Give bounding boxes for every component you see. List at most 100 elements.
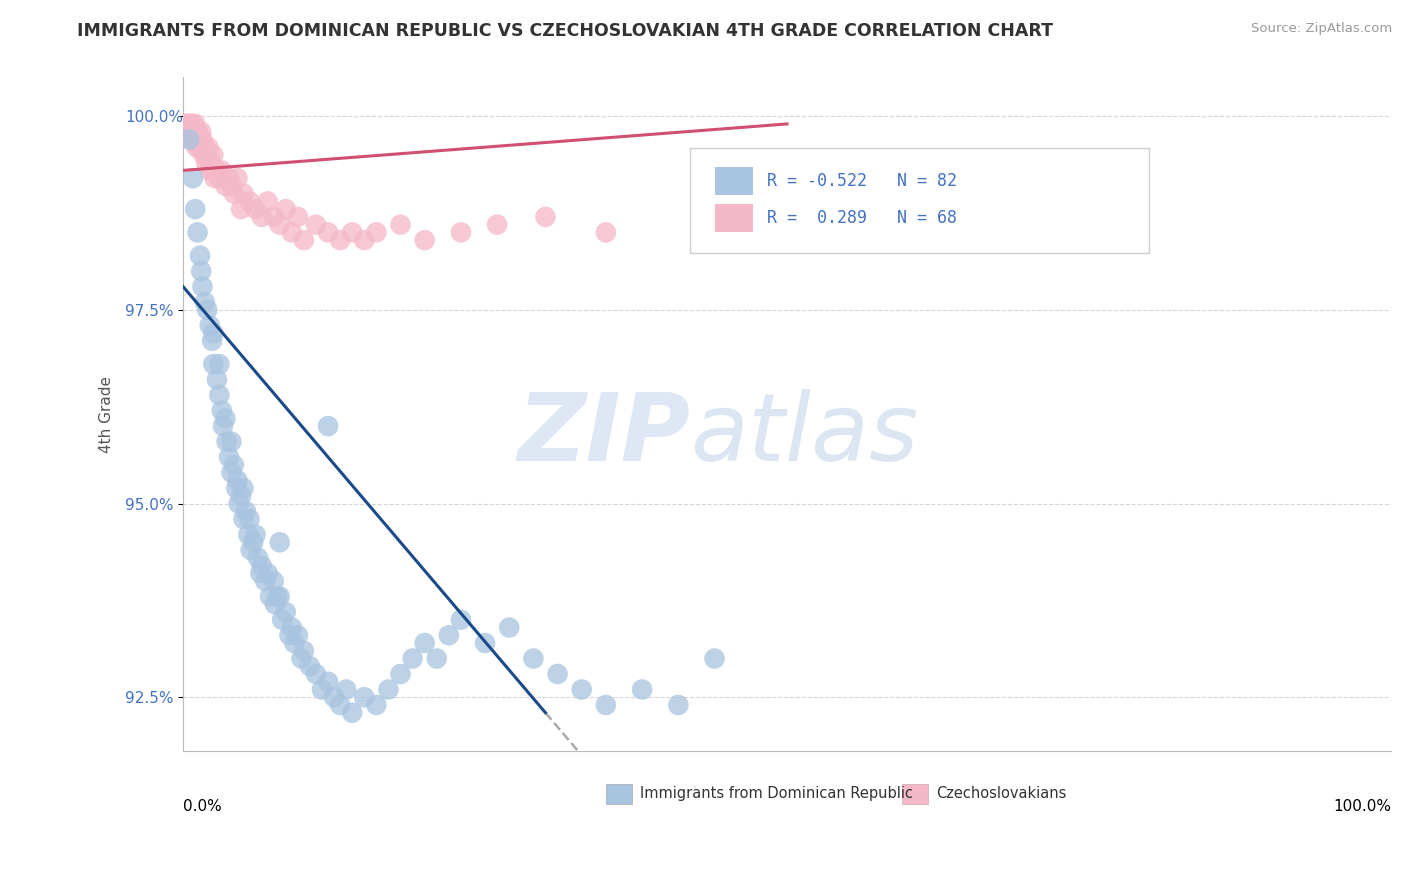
Point [283,636,305,650]
Point [595,226,617,240]
Point [305,667,328,681]
Point [498,620,520,634]
Point [187,140,209,154]
Point [186,125,208,139]
Point [179,117,201,131]
Point [335,682,357,697]
Point [266,590,288,604]
Text: atlas: atlas [690,389,918,480]
Point [211,403,233,417]
Point [290,651,312,665]
Point [215,434,238,449]
Point [450,613,472,627]
Point [534,210,557,224]
Point [256,194,278,209]
Point [191,279,214,293]
Point [208,388,231,402]
Point [221,466,243,480]
Point [222,186,245,201]
Point [232,481,254,495]
Point [183,132,205,146]
Point [177,125,200,139]
Point [329,698,352,712]
FancyBboxPatch shape [690,148,1150,252]
Point [329,233,352,247]
Text: Czechoslovakians: Czechoslovakians [935,787,1066,801]
Point [198,163,221,178]
Point [316,226,339,240]
Point [242,535,264,549]
Point [201,163,224,178]
Point [298,659,321,673]
Point [437,628,460,642]
Text: ZIP: ZIP [517,389,690,481]
Point [269,535,291,549]
Point [190,264,212,278]
Point [450,226,472,240]
Point [195,148,218,162]
Point [229,202,252,216]
Point [263,210,285,224]
Point [323,690,346,705]
Point [239,543,262,558]
Point [263,574,285,588]
Point [184,117,207,131]
Point [305,218,328,232]
Point [180,117,202,131]
Y-axis label: 4th Grade: 4th Grade [100,376,114,453]
Point [194,295,217,310]
Point [205,373,228,387]
Point [666,698,689,712]
Text: 100.0%: 100.0% [1333,798,1391,814]
Point [190,140,212,154]
Point [183,125,205,139]
Point [221,178,243,193]
Point [211,163,233,178]
Point [187,226,209,240]
Text: 0.0%: 0.0% [183,798,222,814]
Text: Source: ZipAtlas.com: Source: ZipAtlas.com [1251,22,1392,36]
Point [232,186,254,201]
Point [176,117,198,131]
Point [188,249,211,263]
Point [177,117,200,131]
Point [174,117,197,131]
Point [292,644,315,658]
Text: R =  0.289   N = 68: R = 0.289 N = 68 [766,209,956,227]
Point [703,651,725,665]
Point [238,194,260,209]
Point [205,163,228,178]
Point [269,218,291,232]
Text: R = -0.522   N = 82: R = -0.522 N = 82 [766,172,956,190]
Point [218,450,240,464]
Point [238,527,260,541]
Point [281,226,304,240]
Point [202,326,225,340]
Point [226,473,249,487]
Point [202,148,225,162]
Point [571,682,593,697]
Point [274,605,297,619]
Point [226,171,249,186]
Point [474,636,496,650]
Point [225,481,247,495]
Point [186,140,208,154]
Point [250,558,273,573]
Point [187,125,209,139]
Bar [714,167,754,195]
Point [212,419,235,434]
Point [353,690,375,705]
Text: IMMIGRANTS FROM DOMINICAN REPUBLIC VS CZECHOSLOVAKIAN 4TH GRADE CORRELATION CHAR: IMMIGRANTS FROM DOMINICAN REPUBLIC VS CZ… [77,22,1053,40]
Point [195,155,218,169]
Point [200,155,222,169]
Point [274,202,297,216]
Point [426,651,449,665]
Point [208,171,231,186]
Bar [714,204,754,233]
Point [202,357,225,371]
Point [228,497,250,511]
Point [214,178,236,193]
Point [187,132,209,146]
Point [245,527,267,541]
Point [238,512,260,526]
